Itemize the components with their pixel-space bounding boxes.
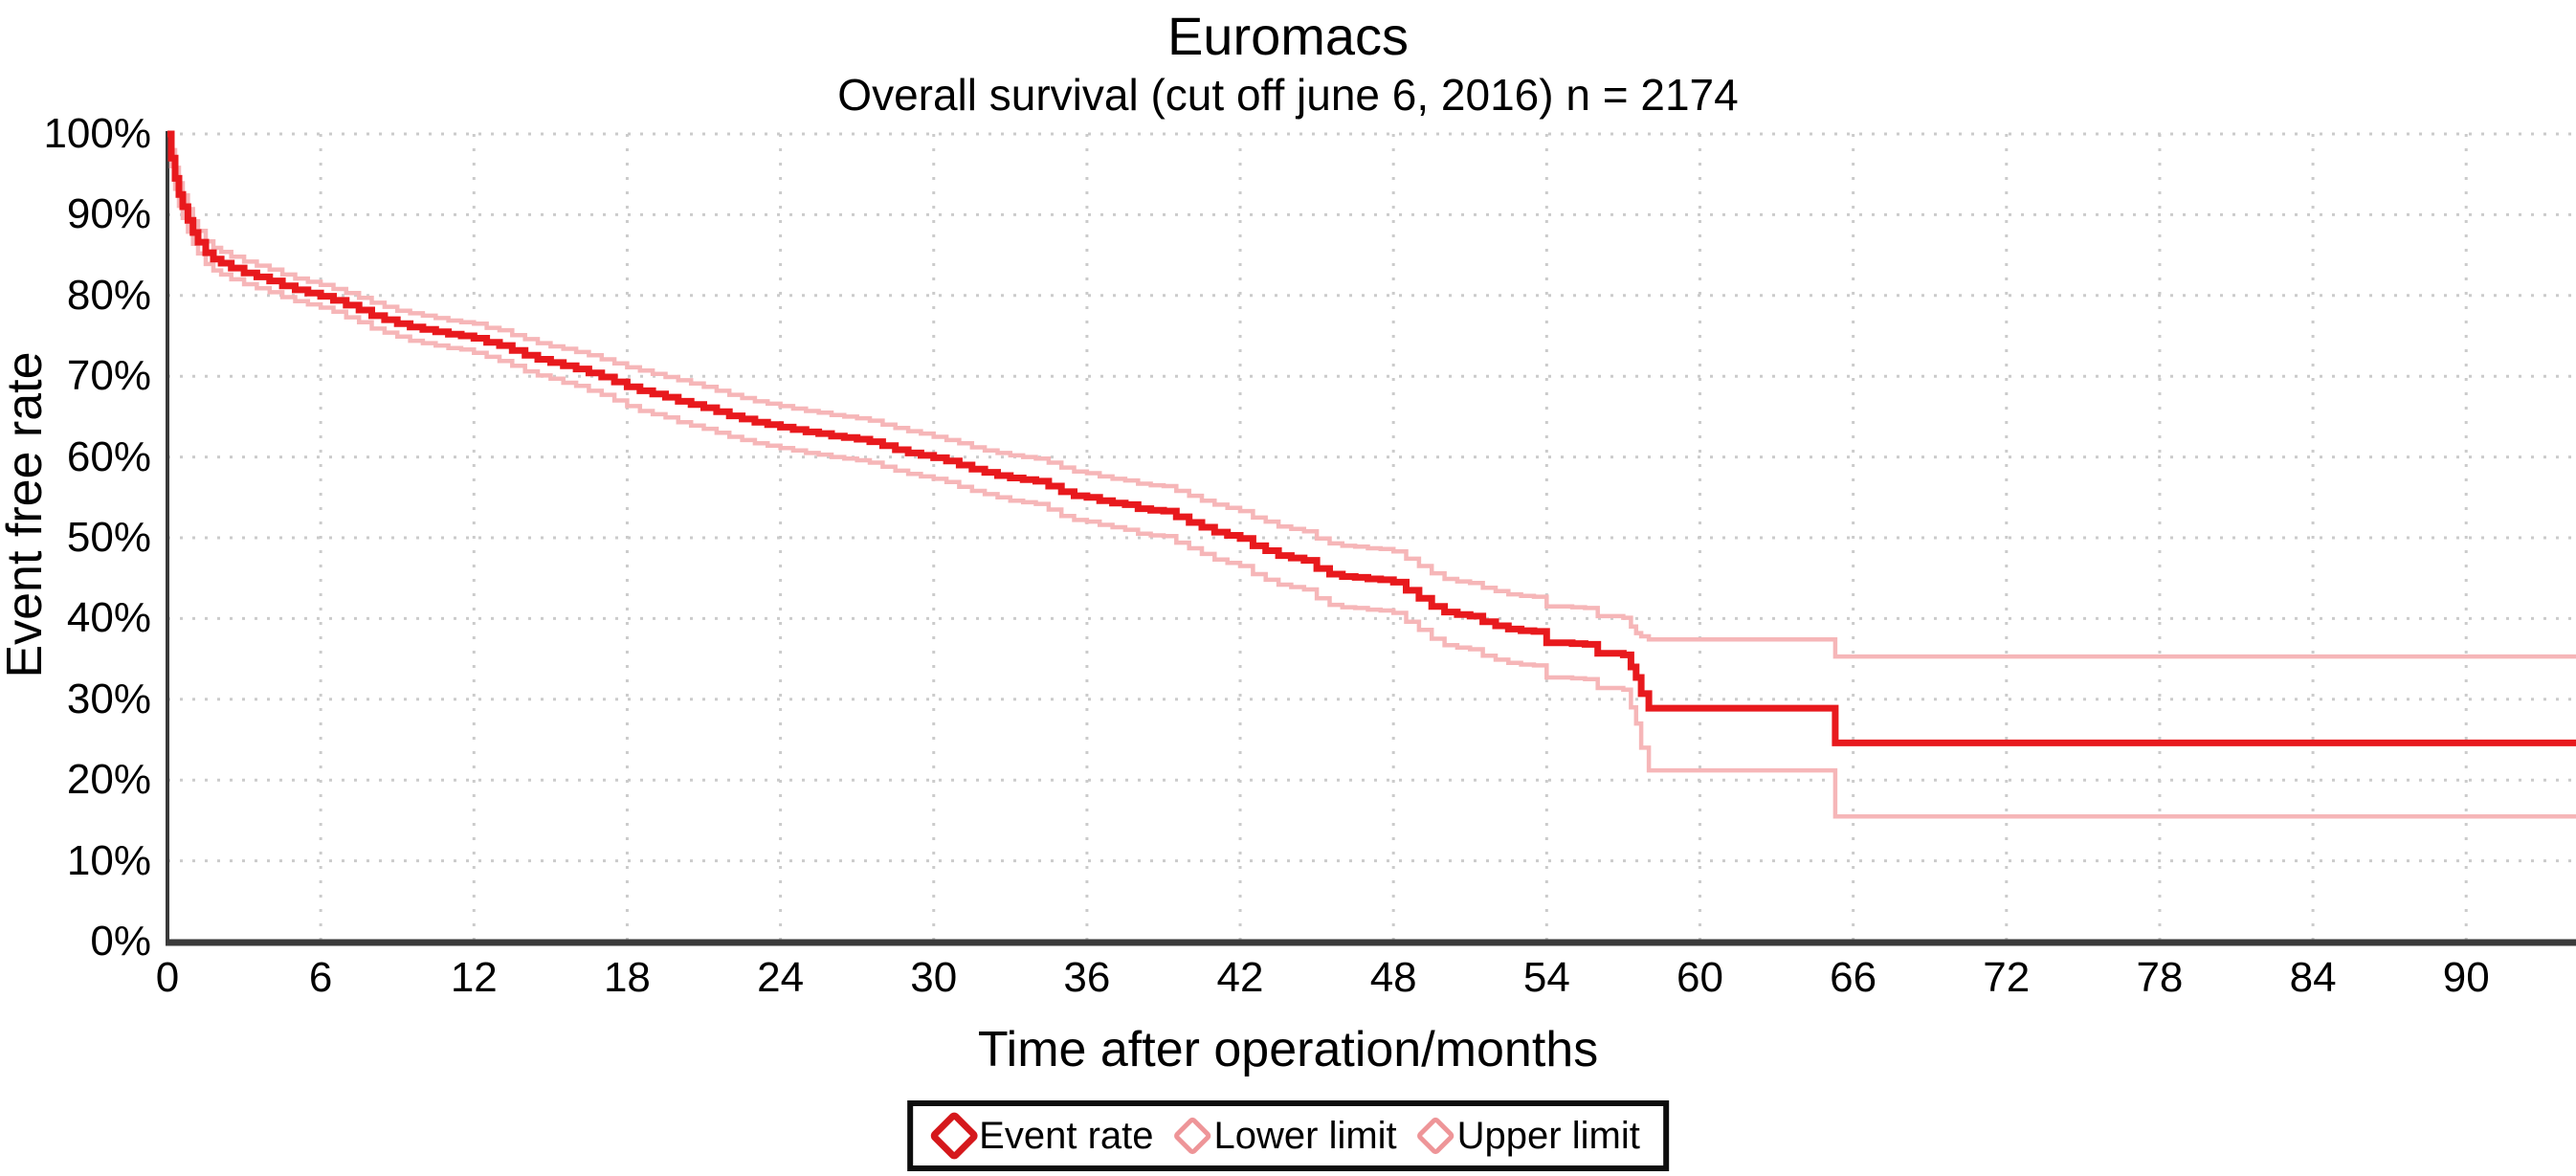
- legend-label: Lower limit: [1213, 1115, 1397, 1157]
- x-axis-title: Time after operation/months: [977, 1022, 1599, 1077]
- y-tick-label: 20%: [66, 756, 151, 804]
- legend-item-event-rate: Event rate: [928, 1110, 1154, 1162]
- y-tick-label: 100%: [43, 110, 151, 157]
- y-tick-label: 90%: [66, 190, 151, 238]
- series-upper-limit: [167, 131, 2576, 659]
- x-tick-label: 48: [1369, 954, 1417, 1001]
- y-tick-label: 70%: [66, 352, 151, 400]
- x-tick-label: 66: [1830, 954, 1877, 1001]
- legend-item-upper-limit: Upper limit: [1415, 1113, 1640, 1159]
- y-tick-label: 50%: [66, 514, 151, 561]
- y-axis-title: Event free rate: [0, 351, 53, 678]
- y-tick-label: 40%: [66, 594, 151, 642]
- chart-subtitle: Overall survival (cut off june 6, 2016) …: [837, 70, 1739, 120]
- diamond-marker-icon: [1415, 1115, 1456, 1157]
- x-tick-label: 6: [308, 954, 333, 1001]
- y-tick-label: 60%: [66, 433, 151, 480]
- x-tick-label: 54: [1522, 954, 1570, 1001]
- legend-box: Event rate Lower limit Upper limit: [907, 1100, 1669, 1171]
- x-tick-label: 84: [2289, 954, 2337, 1001]
- series-lower-limit: [167, 131, 2576, 819]
- x-tick-label: 42: [1216, 954, 1264, 1001]
- x-tick-label: 60: [1677, 954, 1723, 1001]
- x-tick-label: 90: [2442, 954, 2490, 1001]
- x-tick-label: 30: [910, 954, 958, 1001]
- y-tick-label: 30%: [66, 675, 151, 722]
- diamond-marker-icon: [1172, 1115, 1213, 1157]
- diamond-marker-icon: [928, 1110, 981, 1162]
- legend-label: Upper limit: [1456, 1115, 1640, 1157]
- x-tick-label: 72: [1983, 954, 2031, 1001]
- y-tick-label: 80%: [66, 271, 151, 319]
- y-tick-label: 0%: [90, 918, 151, 965]
- chart-title: Euromacs: [1166, 6, 1410, 66]
- x-tick-label: 78: [2136, 954, 2184, 1001]
- x-tick-label: 36: [1063, 954, 1111, 1001]
- x-tick-label: 18: [603, 954, 651, 1001]
- legend-item-lower-limit: Lower limit: [1172, 1113, 1397, 1159]
- series-event-rate: [167, 130, 2576, 746]
- x-tick-label: 12: [450, 954, 498, 1001]
- legend-label: Event rate: [979, 1115, 1154, 1157]
- x-tick-label: 0: [155, 954, 180, 1001]
- y-tick-label: 10%: [66, 836, 151, 884]
- x-tick-label: 24: [757, 954, 805, 1001]
